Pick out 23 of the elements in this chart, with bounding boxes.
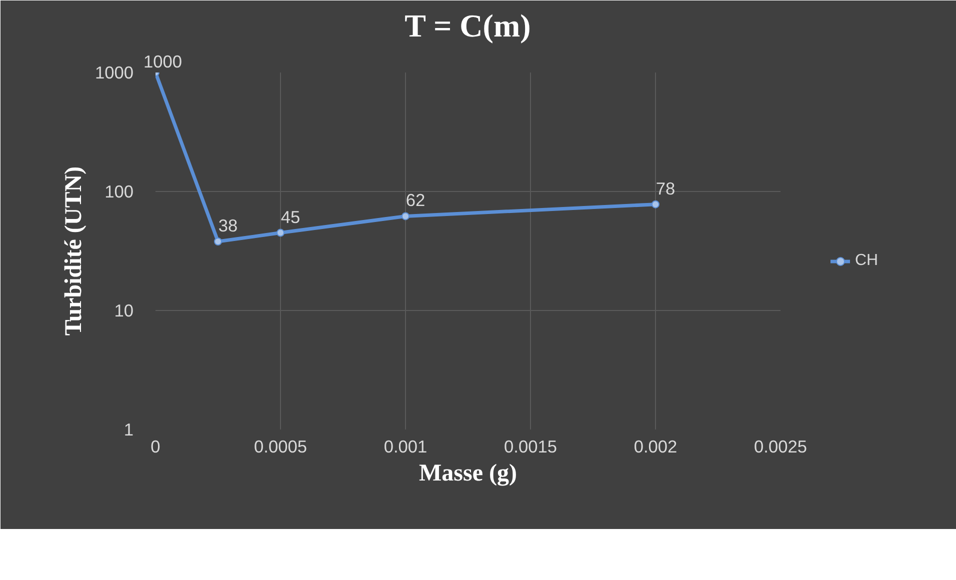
data-label: 38	[218, 216, 238, 236]
y-tick-label: 10	[114, 300, 134, 320]
point	[214, 238, 222, 246]
data-label: 45	[280, 206, 300, 227]
x-tick-label: 0.0025	[754, 436, 807, 456]
legend-label: CH	[855, 252, 878, 270]
data-label: 78	[656, 178, 676, 198]
data-label: 62	[406, 190, 426, 210]
data-label: 1000	[144, 52, 182, 72]
y-tick-label: 1	[124, 420, 134, 440]
y-axis-title: Turbidité (UTN)	[60, 166, 87, 336]
x-tick-label: 0.0005	[254, 436, 307, 456]
x-axis-title: Masse (g)	[419, 460, 517, 486]
x-tick-label: 0.0015	[504, 436, 557, 456]
x-tick-label: 0.001	[384, 436, 428, 456]
y-tick-label: 1000	[94, 62, 134, 82]
point	[276, 228, 284, 237]
chart-title: T = C(m)	[404, 8, 531, 44]
y-tick-label: 100	[104, 182, 134, 202]
point	[402, 212, 410, 220]
point	[652, 200, 660, 208]
x-tick-label: 0	[150, 436, 160, 456]
x-tick-label: 0.002	[634, 436, 678, 456]
